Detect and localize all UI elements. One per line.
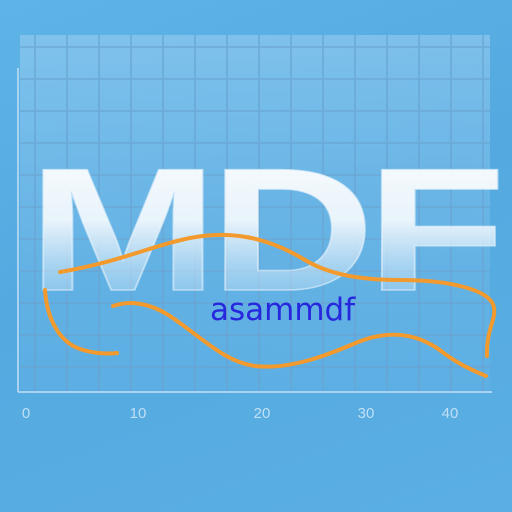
- x-tick-label: 40: [442, 405, 459, 422]
- signal-curves: [43, 232, 497, 378]
- x-tick-label: 10: [130, 405, 147, 422]
- x-tick-label: 0: [22, 405, 30, 422]
- x-tick-label: 20: [254, 405, 271, 422]
- signal-curve-outer: [43, 288, 119, 356]
- x-tick-label: 30: [358, 405, 375, 422]
- brand-name: asammdf: [210, 292, 356, 328]
- mdf-wordmark: MDF: [28, 133, 498, 328]
- signal-curve-lower: [111, 301, 488, 378]
- signal-curve-upper: [58, 232, 497, 358]
